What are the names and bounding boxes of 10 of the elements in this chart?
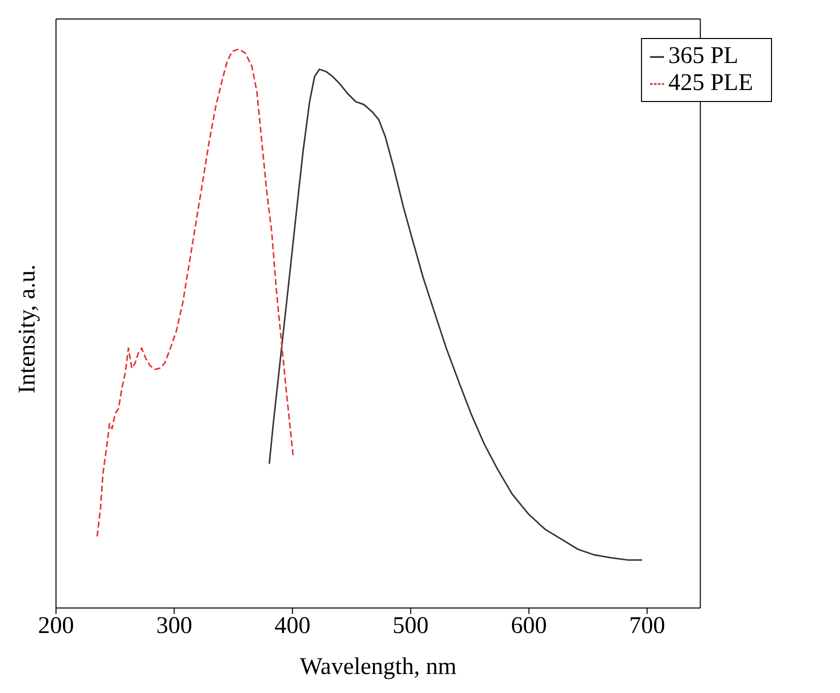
x-tick-label: 200 — [38, 613, 74, 640]
legend-label: 365 PL — [668, 43, 738, 69]
x-tick-label: 300 — [156, 613, 192, 640]
x-tick-label: 700 — [629, 613, 666, 640]
x-axis-title: Wavelength, nm — [300, 654, 457, 680]
x-tick-label: 600 — [510, 613, 547, 640]
x-tick-label: 500 — [392, 613, 429, 640]
y-axis-title: Intensity, a.u. — [14, 264, 41, 394]
x-tick-label: 400 — [274, 613, 310, 640]
legend-label: 425 PLE — [668, 70, 753, 96]
